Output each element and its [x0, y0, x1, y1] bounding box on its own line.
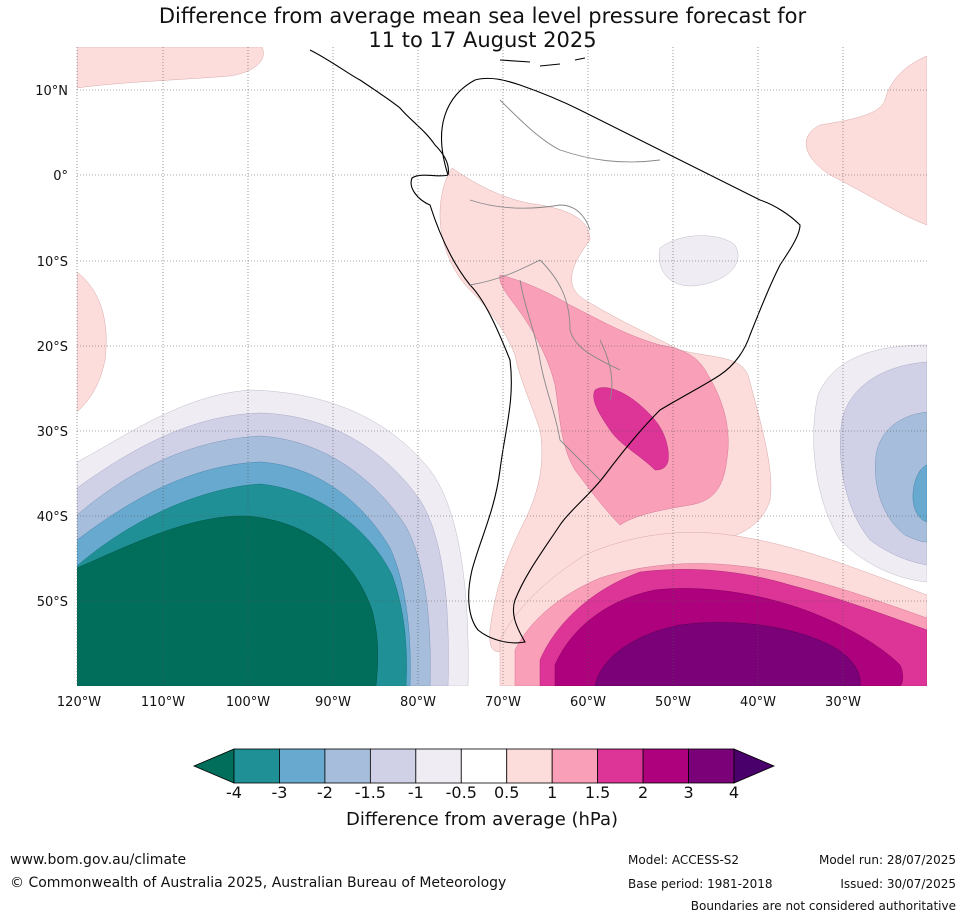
base-period-text: Base period: 1981-2018: [628, 877, 773, 891]
lon-label: 110°W: [141, 695, 185, 710]
lat-label: 0°: [53, 169, 68, 184]
lon-label: 70°W: [485, 695, 521, 710]
lon-label: 60°W: [570, 695, 606, 710]
colorbar-legend: -4 -3 -2 -1.5 -1 -0.5 0.5 1 1.5 2 3 4 Difference fr…: [192, 748, 776, 830]
lon-label: 50°W: [655, 695, 691, 710]
anomaly-fields: [77, 47, 927, 686]
lon-label: 90°W: [315, 695, 351, 710]
title-line-1: Difference from average mean sea level p…: [158, 4, 807, 28]
lon-label: 30°W: [825, 695, 861, 710]
lat-label: 30°S: [37, 425, 68, 440]
colorbar-cell: [369, 748, 417, 784]
border-lines: [469, 99, 661, 481]
lon-label: 100°W: [226, 695, 270, 710]
colorbar-tick-label: -1: [408, 783, 424, 802]
lon-label: 40°W: [740, 695, 776, 710]
caribbean-islands: [499, 57, 586, 67]
anomaly-south-america-p15: [593, 387, 669, 471]
model-run-text: Model run: 28/07/2025: [818, 853, 956, 867]
issued-text: Issued: 30/07/2025: [840, 877, 956, 891]
coastlines: [309, 49, 801, 644]
lon-label: 120°W: [57, 695, 101, 710]
colorbar-tick-label: 0.5: [494, 783, 519, 802]
colorbar-cell: [551, 748, 599, 784]
colorbar-label: Difference from average (hPa): [346, 809, 618, 830]
colorbar-tick-label: 1: [547, 783, 557, 802]
lon-label: 80°W: [400, 695, 436, 710]
anomaly-south-atlantic-m2: [912, 464, 927, 523]
colorbar-tick-label: 3: [683, 783, 693, 802]
colorbar-tick-label: -2: [317, 783, 333, 802]
colorbar-cell: [415, 748, 462, 784]
lat-label: 10°S: [37, 255, 68, 270]
colorbar-cell: [506, 748, 553, 784]
anomaly-east-pacific-positive: [77, 271, 107, 413]
country-borders: [469, 99, 661, 481]
colorbar-ticks: -4 -3 -2 -1.5 -1 -0.5 0.5 1 1.5 2 3 4: [226, 783, 739, 802]
map-title: Difference from average mean sea level p…: [0, 4, 965, 52]
lat-label: 10°N: [35, 84, 68, 99]
lat-label: 50°S: [37, 595, 68, 610]
anomaly-south-atlantic-m15: [875, 411, 927, 543]
colorbar-tick-label: 1.5: [585, 783, 610, 802]
anomaly-north-pacific-positive: [77, 47, 264, 89]
colorbar-cell: [642, 748, 689, 784]
colorbar-cell: [233, 748, 280, 784]
south-america-coast: [410, 77, 801, 644]
website-link[interactable]: www.bom.gov.au/climate: [10, 852, 187, 868]
longitude-labels: 120°W 110°W 100°W 90°W 80°W 70°W 60°W 50…: [57, 695, 861, 710]
title-line-2: 11 to 17 August 2025: [368, 28, 597, 52]
anomaly-north-atlantic-positive: [805, 55, 927, 226]
lat-label: 40°S: [37, 510, 68, 525]
colorbar-cell: [597, 748, 644, 784]
boundaries-note: Boundaries are not considered authoritat…: [690, 899, 956, 913]
colorbar-tick-label: -1.5: [355, 783, 386, 802]
colorbar-cell: [279, 748, 326, 784]
copyright-text: © Commonwealth of Australia 2025, Austra…: [10, 875, 507, 891]
colorbar-tick-label: -4: [226, 783, 242, 802]
colorbar-cell: [324, 748, 371, 784]
colorbar-tick-label: -3: [271, 783, 287, 802]
colorbar-tick-label: 4: [729, 783, 739, 802]
colorbar-cell: [688, 748, 735, 784]
model-text: Model: ACCESS-S2: [628, 853, 740, 867]
colorbar-tick-label: -0.5: [446, 783, 477, 802]
colorbar-extend-high: [733, 748, 776, 784]
pressure-anomaly-map: 10°N 0° 10°S 20°S 30°S 40°S 50°S 120°W 1…: [35, 47, 927, 710]
graticule: [76, 47, 927, 686]
colorbar-tick-label: 2: [638, 783, 648, 802]
latitude-labels: 10°N 0° 10°S 20°S 30°S 40°S 50°S: [35, 84, 68, 610]
central-america-coast: [309, 49, 449, 176]
colorbar-extend-low: [192, 748, 235, 784]
lat-label: 20°S: [37, 340, 68, 355]
colorbar-cell: [460, 748, 508, 784]
colorbar-cells: [192, 748, 776, 784]
anomaly-southern-ocean-p3: [594, 622, 861, 686]
